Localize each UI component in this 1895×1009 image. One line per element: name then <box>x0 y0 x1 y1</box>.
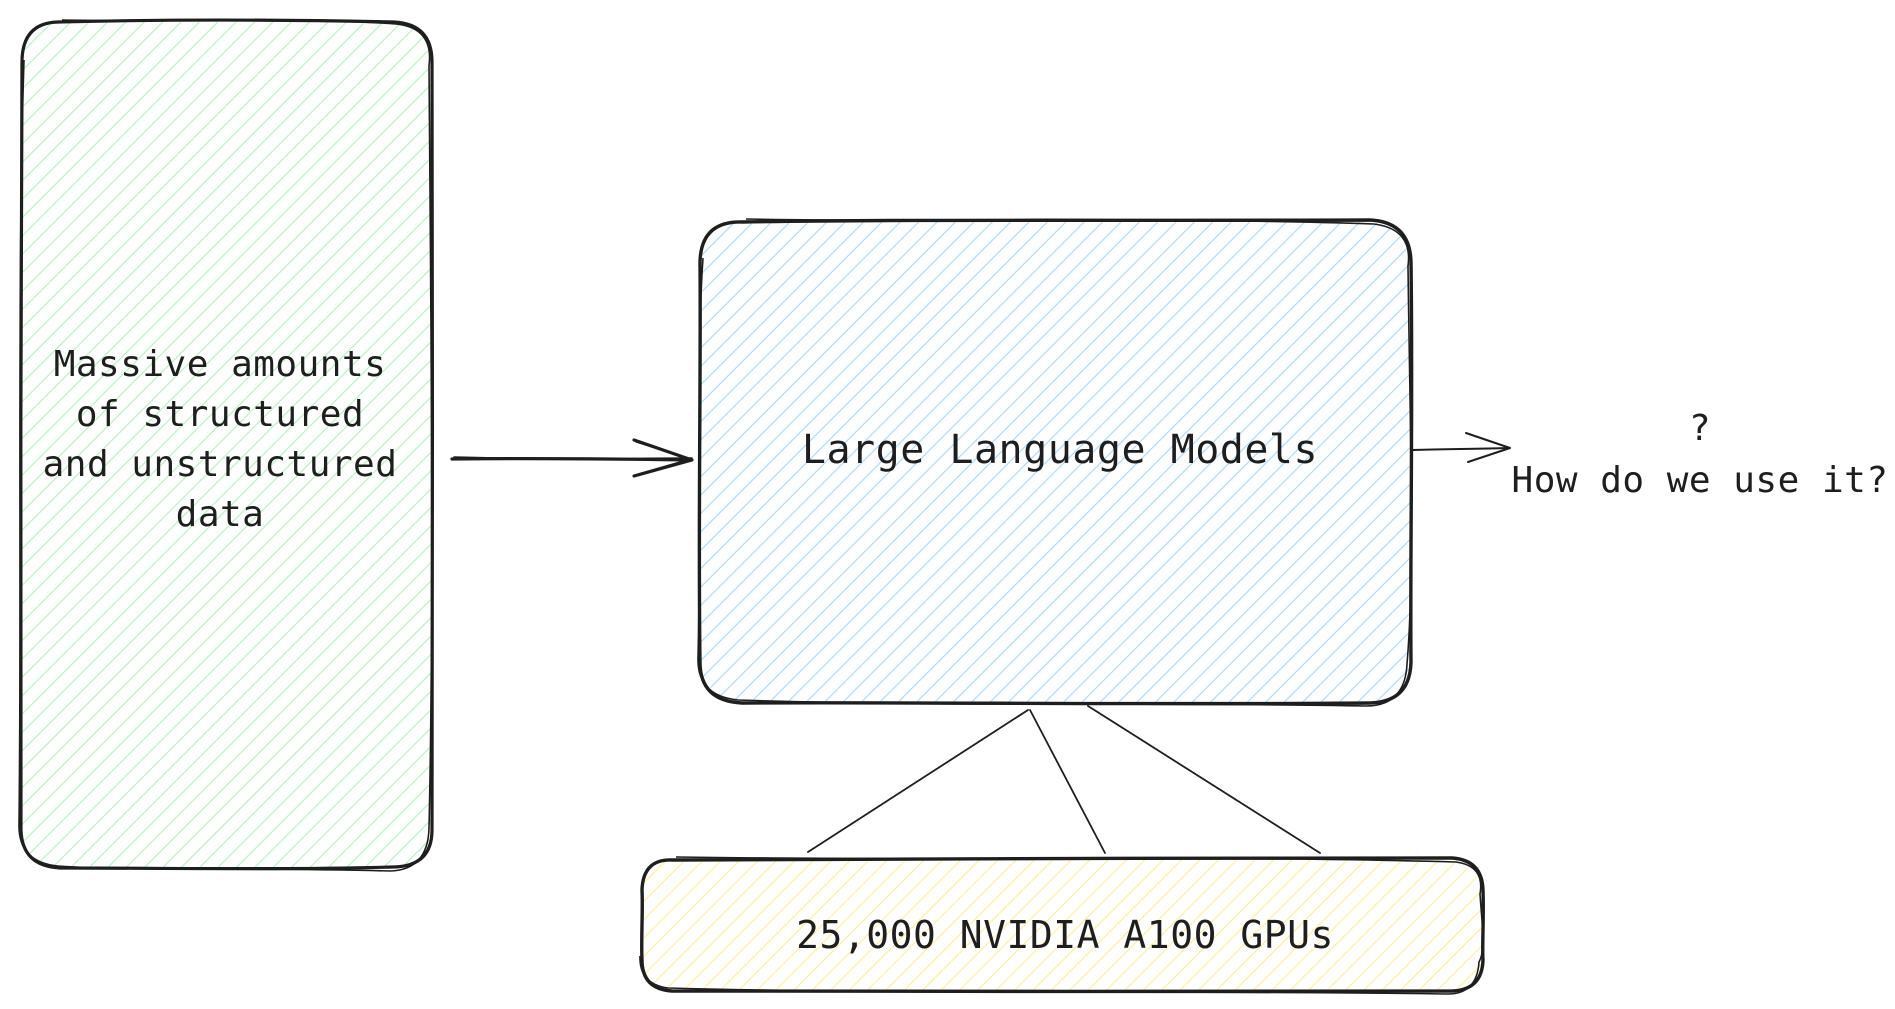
connector-line-middle <box>1029 709 1106 854</box>
question-label: ? How do we use it? <box>1511 408 1889 501</box>
connector-line-right <box>1087 705 1321 854</box>
arrow-data-to-llm <box>450 438 694 478</box>
llm-box <box>697 218 1414 707</box>
gpu-connectors <box>807 705 1321 854</box>
gpus-box <box>639 856 1485 995</box>
gpus-label: 25,000 NVIDIA A100 GPUs <box>796 913 1334 957</box>
data-source-label: Massive amounts of structured and unstru… <box>42 344 398 535</box>
data-source-box <box>18 18 435 872</box>
arrow-llm-to-question <box>1412 432 1511 463</box>
llm-label: Large Language Models <box>801 427 1319 473</box>
connector-line-left <box>807 709 1029 853</box>
